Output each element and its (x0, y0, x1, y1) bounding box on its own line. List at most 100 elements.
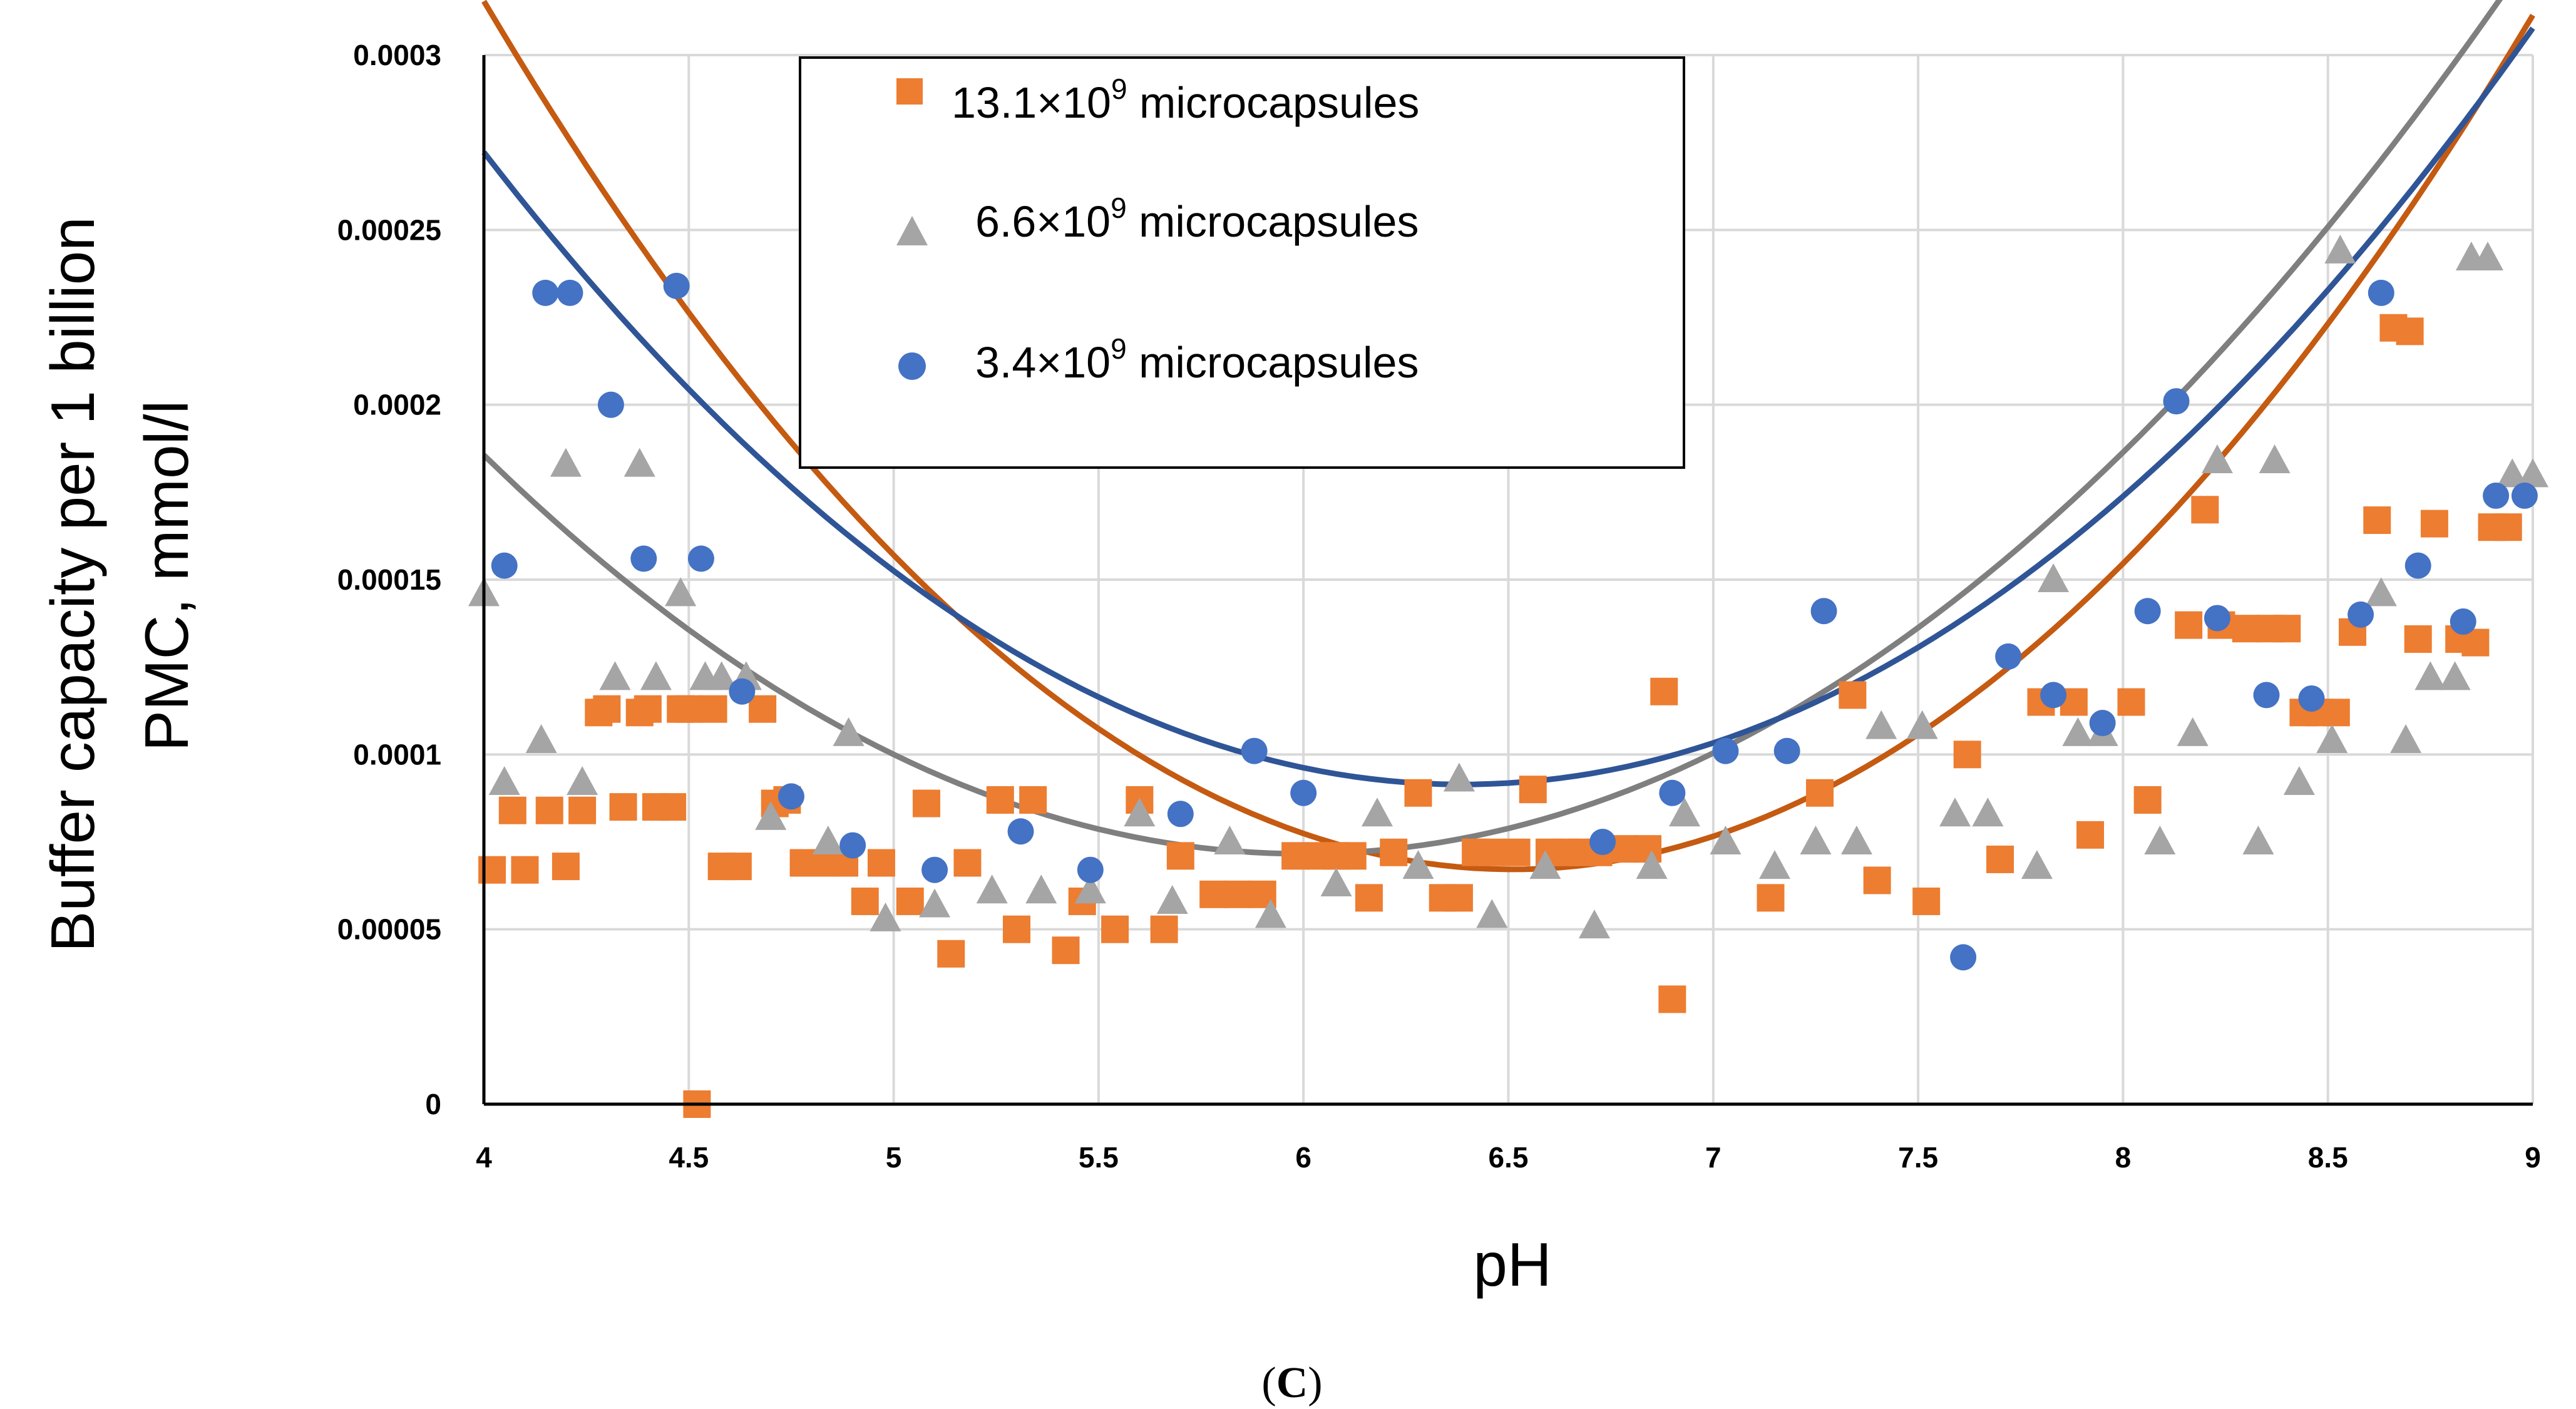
data-point-series-2 (1025, 874, 1057, 904)
data-point-series-1 (634, 695, 662, 723)
data-point-series-1 (498, 796, 526, 824)
legend-marker-orange-square (896, 78, 923, 105)
data-point-series-2 (919, 888, 951, 918)
data-point-series-1 (1224, 880, 1252, 908)
legend-label-series3: 3.4×109 microcapsules (975, 332, 1419, 387)
data-point-series-3 (597, 391, 624, 418)
data-point-series-1 (2117, 688, 2145, 716)
legend-label-series3-rest: microcapsules (1127, 338, 1419, 387)
data-point-series-1 (2076, 821, 2105, 849)
data-point-series-1 (2396, 317, 2424, 346)
data-point-series-3 (2450, 608, 2476, 635)
panel-label-open: ( (1261, 1359, 1276, 1407)
data-point-series-1 (568, 796, 597, 824)
legend-label-series3-base: 3.4×10 (975, 338, 1111, 387)
data-point-series-1 (1338, 842, 1367, 870)
data-point-series-1 (1404, 779, 1432, 807)
data-point-series-1 (2494, 513, 2522, 541)
data-point-series-2 (1972, 797, 2004, 827)
data-point-series-2 (2259, 444, 2291, 474)
data-point-series-1 (937, 940, 965, 968)
data-point-series-1 (2363, 506, 2391, 535)
data-point-series-1 (699, 695, 727, 723)
x-tick-label: 6 (1295, 1141, 1311, 1174)
data-point-series-3 (1077, 856, 1104, 883)
data-point-series-2 (976, 874, 1008, 904)
data-point-series-1 (535, 796, 563, 824)
x-tick-label: 5 (886, 1141, 902, 1174)
data-point-series-1 (1355, 884, 1383, 912)
data-point-series-2 (2471, 242, 2503, 271)
data-point-series-1 (2175, 611, 2203, 639)
trendline-series-3 (481, 26, 2535, 787)
legend-label-series1-rest: microcapsules (1127, 78, 1420, 127)
data-points (468, 234, 2548, 1118)
data-point-series-1 (1380, 838, 1408, 866)
data-point-series-3 (2134, 598, 2161, 625)
data-point-series-3 (1241, 737, 1268, 764)
data-point-series-3 (1810, 598, 1837, 625)
data-point-series-2 (1124, 797, 1156, 827)
data-point-series-1 (659, 793, 687, 821)
data-point-series-1 (1863, 866, 1891, 894)
data-point-series-2 (1758, 850, 1790, 879)
data-point-series-2 (1636, 850, 1668, 879)
data-point-series-2 (1214, 826, 1246, 854)
data-point-series-1 (1166, 842, 1194, 870)
data-point-series-3 (777, 783, 804, 810)
data-point-series-2 (567, 766, 598, 796)
data-point-series-2 (1074, 874, 1106, 904)
legend: 13.1×109 microcapsules 6.6×109 microcaps… (799, 56, 1685, 469)
legend-marker-gray-triangle (896, 216, 928, 245)
data-point-series-3 (921, 856, 948, 883)
legend-label-series2-base: 6.6×10 (975, 197, 1111, 246)
data-point-series-1 (749, 695, 777, 723)
y-axis-title: Buffer capacity per 1 billion PMC, mmol/… (38, 200, 201, 952)
data-point-series-3 (2298, 685, 2325, 712)
y-tick-label: 0.00025 (337, 213, 441, 246)
data-point-series-1 (1478, 838, 1506, 866)
x-tick-label: 4 (476, 1141, 492, 1174)
x-tick-label: 7.5 (1898, 1141, 1938, 1174)
data-point-series-3 (1007, 818, 1034, 845)
data-point-series-1 (1805, 779, 1834, 807)
data-point-series-2 (640, 661, 672, 690)
data-point-series-1 (1650, 677, 1678, 705)
data-point-series-2 (2177, 717, 2209, 746)
data-point-series-2 (1529, 850, 1561, 879)
data-point-series-1 (867, 849, 895, 877)
data-point-series-1 (1839, 681, 1867, 709)
y-tick-label: 0.0002 (353, 389, 441, 421)
data-point-series-1 (789, 849, 818, 877)
legend-label-series1: 13.1×109 microcapsules (952, 73, 1419, 127)
data-point-series-1 (912, 789, 940, 817)
panel-label: (C) (1261, 1359, 1322, 1407)
tick-labels: 4 4.5 5 5.5 6 6.5 7 7.5 8 8.5 9 0 0.00005 0.0001 0.000… (337, 39, 2541, 1174)
x-tick-label: 6.5 (1489, 1141, 1529, 1174)
y-tick-label: 0.00005 (337, 913, 441, 946)
data-point-series-1 (1281, 842, 1310, 870)
y-axis-title-line2: PMC, mmol/l (132, 401, 201, 752)
data-point-series-1 (1658, 985, 1686, 1013)
data-point-series-1 (1757, 884, 1785, 912)
data-point-series-3 (1995, 643, 2022, 670)
legend-box (799, 56, 1685, 469)
data-point-series-2 (2283, 766, 2315, 796)
data-point-series-1 (896, 887, 924, 915)
data-point-series-2 (1939, 797, 1971, 827)
data-point-series-2 (2496, 458, 2528, 488)
data-point-series-2 (1476, 899, 1508, 928)
data-point-series-1 (986, 786, 1014, 814)
x-tick-label: 8.5 (2308, 1141, 2348, 1174)
data-point-series-2 (2242, 826, 2274, 854)
data-point-series-3 (1950, 944, 1977, 971)
data-point-series-1 (1502, 838, 1531, 866)
x-tick-label: 5.5 (1079, 1141, 1119, 1174)
data-point-series-2 (1320, 868, 1352, 897)
data-point-series-2 (2144, 826, 2176, 854)
data-point-series-3 (663, 272, 690, 299)
data-point-series-3 (2040, 682, 2067, 709)
data-point-series-2 (2517, 458, 2548, 488)
data-point-series-1 (1519, 776, 1547, 804)
panel-label-letter: C (1276, 1359, 1308, 1407)
